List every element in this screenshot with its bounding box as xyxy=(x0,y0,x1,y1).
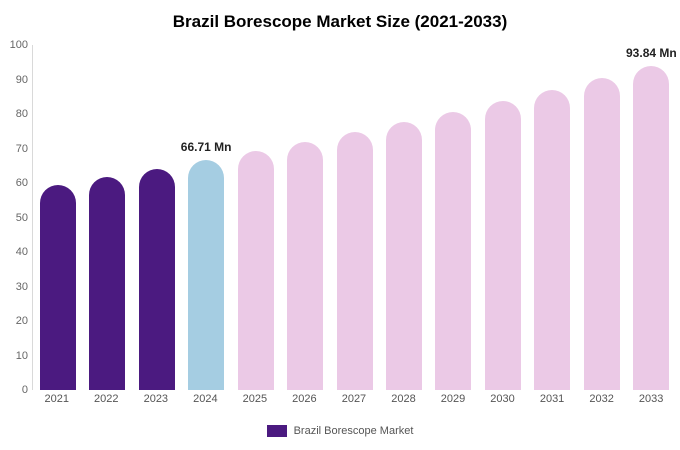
bar-column-2024: 66.71 Mn xyxy=(180,45,232,390)
bar-column-2028 xyxy=(379,45,428,390)
bar-column-2027 xyxy=(330,45,379,390)
bar-2025 xyxy=(237,150,274,390)
bar-column-2023 xyxy=(132,45,181,390)
plot-area: 66.71 Mn 93.84 Mn xyxy=(32,45,677,390)
x-tick-label-2022: 2022 xyxy=(94,393,119,405)
y-tick-label: 90 xyxy=(15,73,28,86)
chart-body: 0 10 20 30 40 50 60 70 80 90 100 66.71 Mn 93.84 Mn xyxy=(6,39,677,396)
bar-column-2026 xyxy=(280,45,329,390)
y-tick-label: 20 xyxy=(15,315,28,327)
y-tick-label: 100 xyxy=(9,39,28,51)
bar-2024 xyxy=(188,159,225,390)
bar-2023 xyxy=(138,168,175,390)
legend-swatch xyxy=(266,425,287,437)
bar-2021 xyxy=(39,184,76,390)
y-tick-label: 70 xyxy=(15,142,28,155)
x-tick-label-2021: 2021 xyxy=(44,393,69,405)
bar-column-2033: 93.84 Mn xyxy=(626,45,677,390)
y-axis: 0 10 20 30 40 50 60 70 80 90 100 xyxy=(6,39,32,396)
bar-column-2030 xyxy=(478,45,527,390)
bar-2026 xyxy=(287,141,324,390)
bar-2027 xyxy=(336,131,373,390)
y-tick-label: 30 xyxy=(15,280,28,293)
x-tick-label-2026: 2026 xyxy=(292,393,317,405)
bar-2029 xyxy=(435,111,472,390)
bar-2030 xyxy=(484,100,521,390)
x-tick-label-2033: 2033 xyxy=(638,393,664,405)
bar-column-2032 xyxy=(577,45,626,390)
x-tick-label-2025: 2025 xyxy=(242,393,268,405)
x-tick-label-2032: 2032 xyxy=(589,393,614,405)
y-tick-label: 0 xyxy=(21,384,28,396)
legend-label: Brazil Borescope Market xyxy=(293,425,414,437)
bar-2028 xyxy=(386,121,423,390)
bar-column-2022 xyxy=(82,45,131,390)
x-axis: 2021 2022 2023 2024 2025 2026 2027 2028 2029 2030… xyxy=(32,393,676,405)
x-tick-label-2027: 2027 xyxy=(341,393,367,405)
bar-2032 xyxy=(583,78,620,390)
legend: Brazil Borescope Market xyxy=(0,425,680,437)
bar-column-2025 xyxy=(231,45,280,390)
y-tick-label: 40 xyxy=(15,246,28,258)
value-label-2033: 93.84 Mn xyxy=(626,46,677,61)
bar-column-2031 xyxy=(528,45,577,390)
x-tick-label-2030: 2030 xyxy=(490,393,515,405)
y-tick-label: 60 xyxy=(15,177,28,189)
y-tick-label: 10 xyxy=(15,349,28,362)
chart-title: Brazil Borescope Market Size (2021-2033) xyxy=(172,12,508,31)
x-tick-label-2029: 2029 xyxy=(440,393,466,405)
bar-2033 xyxy=(633,66,670,390)
bar-column-2021 xyxy=(33,45,82,390)
x-tick-label-2023: 2023 xyxy=(143,393,169,405)
x-tick-label-2031: 2031 xyxy=(539,393,565,405)
x-tick-label-2028: 2028 xyxy=(391,393,416,405)
y-tick-label: 80 xyxy=(15,108,28,120)
value-label-2024: 66.71 Mn xyxy=(180,139,232,154)
bar-column-2029 xyxy=(429,45,478,390)
bar-2022 xyxy=(89,176,126,390)
x-tick-label-2024: 2024 xyxy=(193,393,218,405)
bar-2031 xyxy=(534,89,571,390)
y-tick-label: 50 xyxy=(15,211,28,224)
